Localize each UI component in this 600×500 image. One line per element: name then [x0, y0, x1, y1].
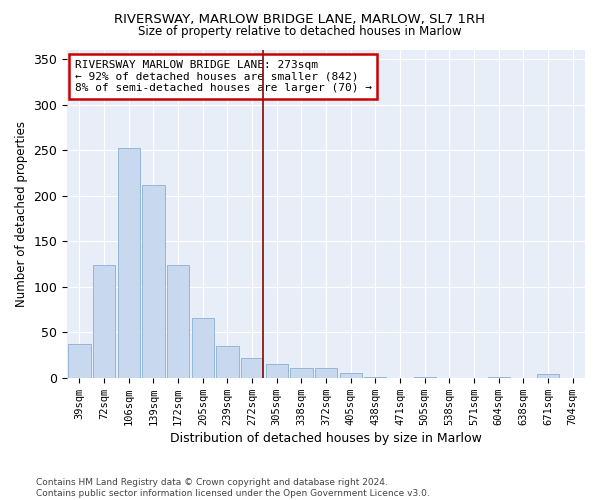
Bar	[118, 148, 140, 378]
X-axis label: Distribution of detached houses by size in Marlow: Distribution of detached houses by size …	[170, 432, 482, 445]
Bar	[340, 374, 362, 378]
Text: RIVERSWAY, MARLOW BRIDGE LANE, MARLOW, SL7 1RH: RIVERSWAY, MARLOW BRIDGE LANE, MARLOW, S…	[115, 12, 485, 26]
Bar	[191, 318, 214, 378]
Text: Contains HM Land Registry data © Crown copyright and database right 2024.
Contai: Contains HM Land Registry data © Crown c…	[36, 478, 430, 498]
Text: Size of property relative to detached houses in Marlow: Size of property relative to detached ho…	[138, 25, 462, 38]
Bar	[93, 265, 115, 378]
Bar	[266, 364, 288, 378]
Bar	[217, 346, 239, 378]
Y-axis label: Number of detached properties: Number of detached properties	[15, 121, 28, 307]
Bar	[413, 377, 436, 378]
Bar	[364, 377, 386, 378]
Bar	[167, 265, 189, 378]
Bar	[68, 344, 91, 378]
Bar	[537, 374, 559, 378]
Bar	[241, 358, 263, 378]
Text: RIVERSWAY MARLOW BRIDGE LANE: 273sqm
← 92% of detached houses are smaller (842)
: RIVERSWAY MARLOW BRIDGE LANE: 273sqm ← 9…	[75, 60, 372, 93]
Bar	[315, 368, 337, 378]
Bar	[142, 185, 164, 378]
Bar	[290, 368, 313, 378]
Bar	[488, 377, 510, 378]
